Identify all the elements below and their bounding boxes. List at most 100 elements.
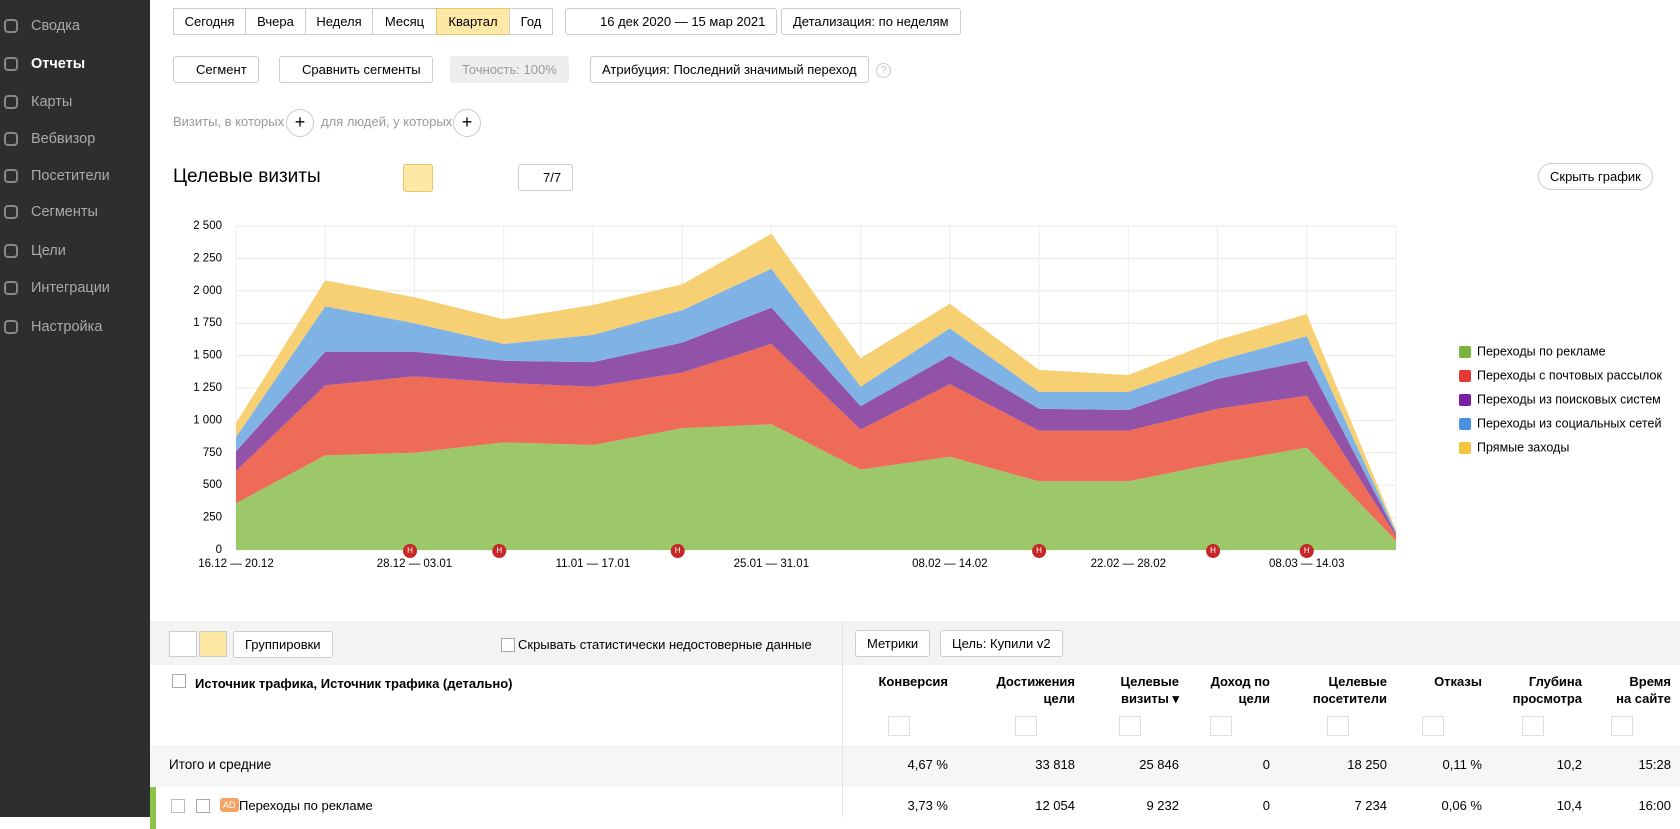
totals-cell: 18 250	[1347, 757, 1387, 772]
row-cell: 16:00	[1638, 798, 1671, 813]
sidebar-item[interactable]: Вебвизор	[31, 131, 96, 147]
column-header[interactable]: Конверсия	[878, 674, 948, 689]
period-button[interactable]: Неделя	[305, 8, 373, 35]
compare[interactable]: Сравнить сегменты	[279, 56, 433, 83]
holiday-label: Н	[1304, 546, 1310, 555]
chart-type-icon[interactable]	[478, 164, 508, 192]
sidebar-item[interactable]: Сводка	[31, 18, 80, 34]
holiday-marker	[1299, 544, 1314, 558]
column-tools[interactable]	[1327, 716, 1349, 736]
totals-bg	[150, 745, 1680, 787]
checkbox[interactable]	[196, 799, 210, 813]
view-toggle[interactable]	[199, 631, 227, 657]
column-tools[interactable]	[1119, 716, 1141, 736]
sidebar-icon	[4, 19, 18, 33]
row-label[interactable]: Переходы по рекламе	[239, 798, 373, 813]
sidebar-item[interactable]: Цели	[31, 243, 66, 259]
totals-cell: 4,67 %	[907, 757, 948, 772]
period-button[interactable]: Вчера	[245, 8, 306, 35]
period-button[interactable]: Месяц	[372, 8, 437, 35]
segment[interactable]: Сегмент	[173, 56, 259, 83]
filter-label: Визиты, в которых	[173, 114, 285, 129]
x-tick-label: 08.02 — 14.02	[912, 558, 987, 570]
sidebar-item[interactable]: Посетители	[31, 168, 110, 184]
chart-type-icon[interactable]	[403, 164, 433, 192]
column-header[interactable]: на сайте	[1616, 691, 1671, 706]
area	[236, 424, 1396, 550]
sidebar-icon	[4, 244, 18, 258]
holiday-label: Н	[407, 546, 413, 555]
row-cell: 12 054	[1035, 798, 1075, 813]
column-header[interactable]: цели	[1238, 691, 1270, 706]
period-button[interactable]: Год	[509, 8, 553, 35]
metrics[interactable]: Метрики	[855, 630, 931, 657]
x-tick-label: 16.12 — 20.12	[198, 558, 273, 570]
period-button[interactable]: Квартал	[436, 8, 510, 35]
column-header[interactable]: Достижения	[996, 674, 1075, 689]
sidebar-item[interactable]: Настройка	[31, 319, 103, 335]
add-button[interactable]: +	[453, 109, 481, 137]
column-header[interactable]: посетители	[1312, 691, 1387, 706]
column-header[interactable]: Глубина	[1528, 674, 1582, 689]
totals-cell: 15:28	[1638, 757, 1671, 772]
chart-type-icon[interactable]	[366, 164, 396, 192]
divider	[842, 621, 843, 817]
column-tools[interactable]	[1422, 716, 1444, 736]
row-cell: 7 234	[1354, 798, 1387, 813]
area	[236, 343, 1396, 541]
totals-cell: 0,11 %	[1442, 757, 1482, 772]
goal[interactable]: Цель: Купили v2	[940, 630, 1063, 657]
goals-counter[interactable]: 7/7	[518, 164, 574, 191]
sidebar: Сводка Отчеты Карты Вебвизор Посетители Сегме…	[0, 0, 150, 817]
column-tools[interactable]	[1611, 716, 1633, 736]
column-header[interactable]: Целевые	[1328, 674, 1387, 689]
legend-swatch	[1459, 442, 1471, 454]
groupings[interactable]: Группировки	[233, 631, 333, 658]
column-header[interactable]: Целевые	[1120, 674, 1179, 689]
sidebar-icon	[4, 169, 18, 183]
column-header[interactable]: просмотра	[1512, 691, 1582, 706]
date-range[interactable]: 16 дек 2020 — 15 мар 2021	[565, 8, 778, 35]
column-tools[interactable]	[1522, 716, 1544, 736]
sidebar-item[interactable]: Отчеты	[31, 56, 86, 72]
detail[interactable]: Детализация: по неделям	[781, 8, 961, 35]
column-header[interactable]: Отказы	[1434, 674, 1482, 689]
holiday-marker	[492, 544, 507, 558]
y-tick-label: 2 500	[193, 220, 222, 232]
help[interactable]: ?	[876, 63, 891, 78]
row-accent	[150, 787, 156, 829]
checkbox[interactable]	[501, 638, 515, 652]
row-cell: 3,73 %	[907, 798, 948, 813]
accuracy[interactable]: Точность: 100%	[450, 56, 569, 83]
column-header[interactable]: Время	[1629, 674, 1671, 689]
sidebar-item[interactable]: Карты	[31, 94, 73, 110]
y-tick-label: 250	[203, 512, 222, 524]
totals-cell: 33 818	[1035, 757, 1075, 772]
totals-cell: 0	[1262, 757, 1270, 772]
y-tick-label: 1 750	[193, 317, 222, 329]
y-tick-label: 1 250	[193, 382, 222, 394]
view-toggle[interactable]	[169, 631, 197, 657]
expand[interactable]	[171, 799, 185, 813]
chart-type-icon[interactable]	[441, 164, 471, 192]
chart-type-icon[interactable]	[329, 164, 359, 192]
hide-chart[interactable]: Скрыть график	[1538, 163, 1653, 190]
column-header[interactable]: Доход по	[1210, 674, 1270, 689]
legend-swatch	[1459, 394, 1471, 406]
sidebar-item[interactable]: Сегменты	[31, 204, 98, 220]
column-tools[interactable]	[1210, 716, 1232, 736]
period-button[interactable]: Сегодня	[173, 8, 246, 35]
sidebar-item[interactable]: Интеграции	[31, 280, 110, 296]
legend-label: Переходы из поисковых систем	[1477, 392, 1661, 406]
y-tick-label: 500	[203, 479, 222, 491]
column-tools[interactable]	[888, 716, 910, 736]
add-button[interactable]: +	[286, 109, 314, 137]
column-header[interactable]: визиты ▾	[1120, 691, 1179, 706]
sidebar-icon	[4, 281, 18, 295]
legend-label: Переходы с почтовых рассылок	[1477, 368, 1662, 382]
holiday-marker	[670, 544, 685, 558]
column-tools[interactable]	[1015, 716, 1037, 736]
checkbox[interactable]	[172, 674, 186, 688]
attribution[interactable]: Атрибуция: Последний значимый переход	[590, 56, 869, 83]
column-header[interactable]: цели	[1043, 691, 1075, 706]
